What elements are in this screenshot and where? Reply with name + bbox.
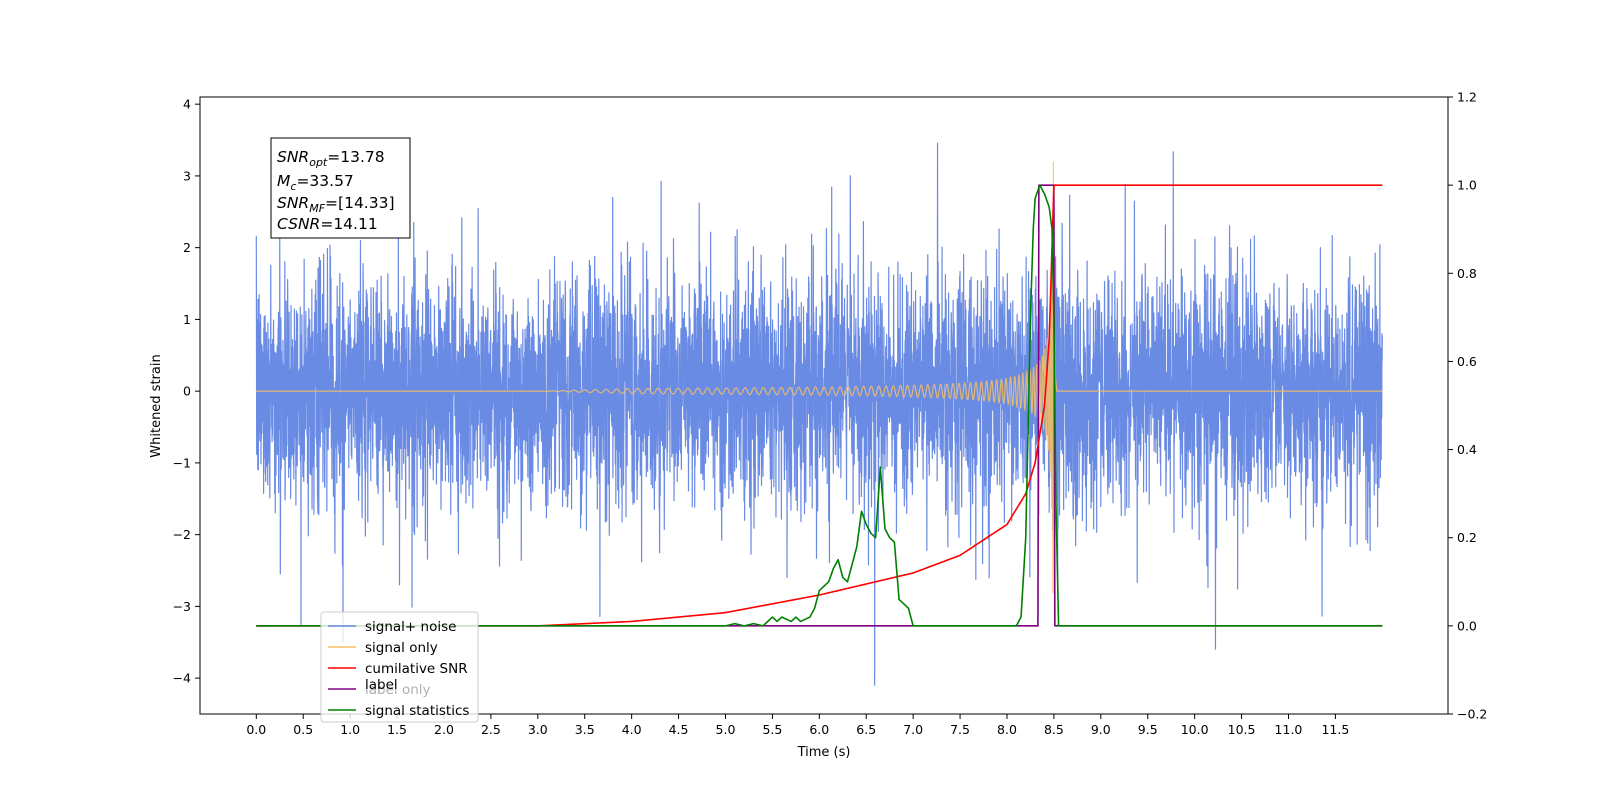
series-signal-statistics [256,184,1383,627]
x-tick-label: 1.5 [387,722,407,737]
y-tick-label: 1 [183,312,191,327]
x-tick-label: 8.5 [1044,722,1064,737]
x-tick-label: 5.0 [716,722,736,737]
y-tick-label: 2 [183,240,191,255]
y-axis-right: 1.2 1.0 0.8 0.6 0.4 0.2 0.0 −0.2 [1448,90,1487,722]
annotation-mc: Mc=33.57 [277,172,354,193]
svg-text:signal+ noise: signal+ noise [365,619,456,635]
x-tick-label: 6.0 [809,722,829,737]
series-signal-only [256,161,1383,594]
svg-text:signal statistics: signal statistics [365,703,469,719]
annotation-csnr: CSNR=14.11 [277,215,378,233]
x-axis-label: Time (s) [797,745,851,760]
x-tick-label: 4.0 [622,722,642,737]
x-tick-label: 4.5 [669,722,689,737]
x-tick-label: 10.5 [1228,722,1256,737]
legend-box [320,611,479,723]
y-tick-label: 3 [183,168,191,183]
y2-tick-label: 0.6 [1457,354,1477,369]
legend-entry-label: label only label [328,677,431,698]
stats-annotation: SNRopt=13.78 Mc=33.57 SNRMF=[14.33] CSNR… [270,137,411,239]
series-layer [255,142,1383,686]
y2-tick-label: 0.8 [1457,266,1477,281]
x-tick-label: 1.0 [340,722,360,737]
y2-tick-label: 0.2 [1457,530,1477,545]
x-tick-label: 3.5 [575,722,595,737]
legend-entry-signal-statistics: signal statistics [328,703,469,719]
y-tick-label: 4 [183,97,191,112]
legend-entry-signal-only: signal only [328,640,438,656]
x-tick-label: 11.5 [1321,722,1349,737]
legend-entry-cumulative-snr: cumilative SNR [328,661,468,677]
x-tick-label: 11.0 [1275,722,1303,737]
legend-entry-signal-noise: signal+ noise [328,619,456,635]
x-tick-label: 8.0 [997,722,1017,737]
y2-tick-label: 1.0 [1457,178,1477,193]
y2-tick-label: −0.2 [1457,707,1487,722]
x-tick-label: 9.0 [1091,722,1111,737]
legend-hidden-label-only: label only [365,682,431,698]
annotation-snr-mf: SNRMF=[14.33] [277,194,395,215]
y-tick-label: −4 [173,671,191,686]
y2-tick-label: 0.4 [1457,442,1477,457]
annotation-snr-opt: SNRopt=13.78 [277,148,385,169]
x-tick-label: 6.5 [856,722,876,737]
plot-frame [199,96,1449,715]
y-axis-left: 4 3 2 1 0 −1 −2 −3 −4 [173,97,200,686]
y2-tick-label: 0.0 [1457,618,1477,633]
svg-text:signal only: signal only [365,640,438,656]
y-tick-label: −1 [173,455,191,470]
x-tick-label: 5.5 [762,722,782,737]
x-tick-label: 9.5 [1138,722,1158,737]
x-tick-label: 7.5 [950,722,970,737]
svg-text:cumilative SNR: cumilative SNR [365,661,468,677]
y-tick-label: 0 [183,384,191,399]
x-tick-label: 2.5 [481,722,501,737]
y-tick-label: −2 [173,527,191,542]
y-tick-label: −3 [173,599,191,614]
series-signal-plus-noise [255,142,1383,686]
y-axis-label: Whitened strain [149,354,164,457]
x-tick-label: 2.0 [434,722,454,737]
svg-text:label: label [365,677,398,693]
x-tick-label: 0.0 [246,722,266,737]
legend: signal+ noise signal only cumilative SNR… [320,611,479,723]
x-tick-label: 10.0 [1181,722,1209,737]
x-tick-label: 7.0 [903,722,923,737]
x-tick-label: 3.0 [528,722,548,737]
x-axis: 0.0 0.5 1.0 1.5 2.0 2.5 3.0 3.5 4.0 4.5 5.0 5.5 6.0 6… [246,714,1349,737]
y2-tick-label: 1.2 [1457,90,1477,105]
annotation-box [270,137,411,239]
x-tick-label: 0.5 [293,722,313,737]
